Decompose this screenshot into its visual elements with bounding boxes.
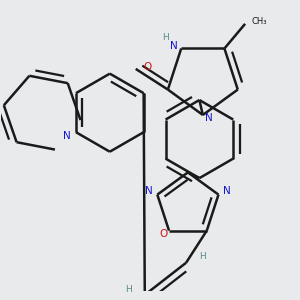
- Text: H: H: [199, 253, 206, 262]
- Text: CH₃: CH₃: [251, 17, 267, 26]
- Text: N: N: [146, 186, 153, 196]
- Text: N: N: [63, 130, 71, 141]
- Text: N: N: [205, 113, 212, 123]
- Text: N: N: [223, 186, 230, 196]
- Text: H: H: [162, 32, 169, 41]
- Text: O: O: [143, 61, 151, 72]
- Text: N: N: [170, 41, 178, 51]
- Text: H: H: [125, 285, 132, 294]
- Text: O: O: [159, 229, 167, 239]
